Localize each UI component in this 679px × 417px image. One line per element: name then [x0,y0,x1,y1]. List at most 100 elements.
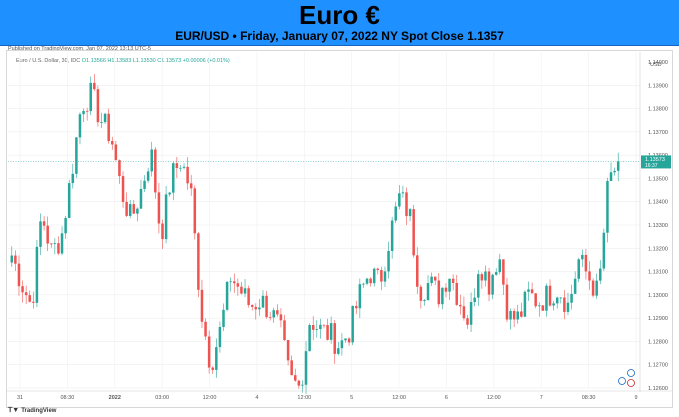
candle-body [548,285,552,306]
x-tick-label: 31 [17,395,23,401]
candle-body [279,314,283,321]
candle-body [247,288,250,305]
candle-body [570,293,573,303]
candle-body [301,384,304,386]
candle-body [276,310,279,315]
candle-body [337,348,340,354]
candle-body [100,122,103,123]
candle-body [441,287,444,305]
candle-body [21,286,24,293]
candle-body [294,375,297,381]
candle-body [272,310,275,318]
candle-body [416,255,419,287]
candle-body [150,149,153,172]
candle-body [333,323,336,354]
grid [8,52,640,389]
candle-body [60,233,64,254]
candle-body [75,137,78,174]
candle-body [243,288,247,294]
candle-body [390,220,394,251]
candle-body [218,327,222,348]
candle-body [419,286,423,301]
candle-body [193,188,197,234]
candle-body [466,318,469,325]
candle-body [512,310,516,320]
candle-body [311,325,315,330]
candle-body [487,271,491,295]
candle-body [268,317,272,318]
x-tick-label: 2022 [109,395,121,401]
candle-body [405,192,408,217]
y-tick-label: 1.13800 [648,107,668,113]
candle-body [308,325,311,352]
candle-body [437,280,441,305]
y-tick-label: 1.13700 [648,130,668,136]
candle-body [111,141,114,145]
candle-body [484,271,487,281]
candle-body [222,309,225,328]
candle-body [50,243,53,245]
candle-body [233,281,236,284]
candle-body [559,297,563,299]
symbol-label: Euro / U.S. Dollar, 30, IDC [16,58,81,64]
candle-body [477,274,480,298]
chart-frame [6,50,673,408]
candle-body [107,113,110,142]
candle-body [383,271,387,282]
x-tick-label: 08:30 [61,395,75,401]
candle-body [24,292,28,296]
candle-body [473,297,476,303]
candle-body [57,243,60,254]
candle-body [236,283,240,287]
candle-body [85,110,89,112]
candle-body [448,278,451,292]
candle-body [71,173,75,184]
candle-body [164,194,168,240]
candle-body [451,278,455,283]
y-axis-unit: USD [650,62,662,68]
candle-body [344,338,347,341]
candle-body [538,305,541,307]
candle-body [14,255,17,264]
x-tick-label: 08:30 [582,395,596,401]
candle-body [347,338,351,343]
candle-body [480,274,484,281]
candle-body [340,340,344,349]
candle-body [189,183,193,189]
candle-body [161,223,164,240]
candle-body [455,282,458,305]
candle-body [355,305,358,309]
y-tick-label: 1.12800 [648,339,668,345]
candle-body [283,320,286,340]
y-tick-label: 1.13100 [648,270,668,276]
y-tick-label: 1.12600 [648,386,668,392]
candle-body [250,304,254,307]
candle-body [197,233,200,290]
x-tick-label: 03:00 [155,395,169,401]
candle-body [10,255,14,263]
candle-body [520,311,523,317]
candle-body [96,89,100,123]
ohlc-readout: O1.13566 H1.13583 L1.13530 C1.13573 +0.0… [81,58,230,64]
candle-body [584,254,588,272]
candle-body [534,293,537,307]
candle-body [211,367,214,370]
y-tick-label: 1.13500 [648,176,668,182]
countdown-label: 16:37 [645,163,658,169]
banner-title: Euro € [299,0,380,30]
candle-body [204,321,207,337]
candle-body [136,208,139,214]
tradingview-logo-icon: ꓔ▼ [8,407,20,414]
x-tick-label: 9 [634,395,637,401]
candle-body [376,268,380,271]
candle-body [240,286,243,294]
candle-body [93,82,96,90]
candle-body [509,310,512,320]
candle-body [430,276,433,284]
candle-body [78,114,82,138]
candle-body [358,284,362,309]
candle-body [613,170,616,173]
candle-body [89,82,92,112]
candle-body [498,259,502,273]
